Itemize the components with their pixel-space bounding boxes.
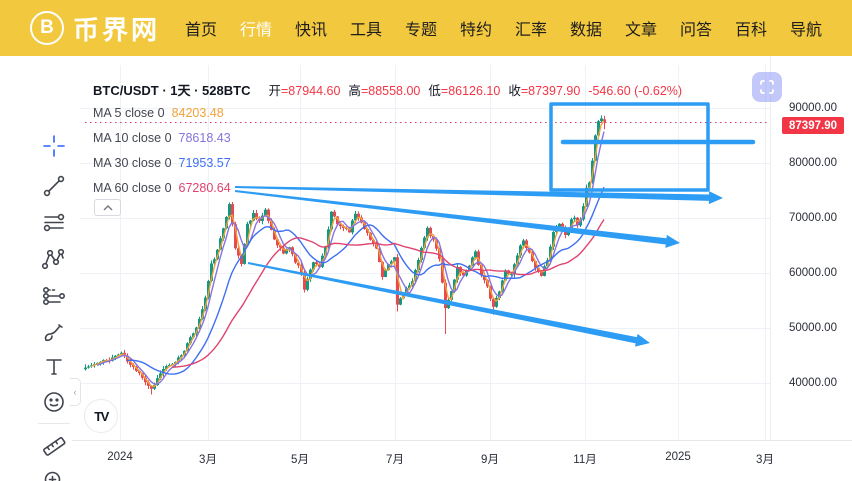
time-tick: 3月 <box>756 454 774 466</box>
high-value: =88558.00 <box>360 84 421 98</box>
trend-line-tool-icon[interactable] <box>39 171 69 201</box>
price-chart-canvas[interactable] <box>80 65 770 440</box>
price-axis[interactable]: 90000.00 80000.00 70000.00 60000.00 5000… <box>770 56 852 440</box>
bitcoin-logo-icon: B <box>30 11 64 45</box>
close-label: 收 <box>508 84 521 98</box>
toolbar-collapse-handle[interactable]: ‹ <box>70 378 81 406</box>
price-tick: 60000.00 <box>789 267 837 279</box>
time-axis[interactable]: 2024 3月 5月 7月 9月 11月 2025 3月 <box>72 440 852 481</box>
nav-item-news[interactable]: 快讯 <box>295 22 328 39</box>
measure-ruler-tool-icon[interactable] <box>39 431 69 461</box>
open-label: 开 <box>268 84 281 98</box>
ma30-value: 71953.57 <box>178 156 231 170</box>
ma60-label: MA 60 close 0 <box>93 181 172 195</box>
fullscreen-button[interactable] <box>752 72 782 102</box>
text-tool-icon[interactable] <box>39 352 69 382</box>
tradingview-logo[interactable]: TV <box>84 399 118 433</box>
open-value: =87944.60 <box>280 84 341 98</box>
ma10-label: MA 10 close 0 <box>93 131 172 145</box>
ma10-legend-row[interactable]: MA 10 close 0 78618.43 <box>93 131 231 145</box>
low-label: 低 <box>428 84 441 98</box>
toolbar-divider <box>38 423 70 424</box>
current-price-badge: 87397.90 <box>782 117 844 134</box>
ma5-legend-row[interactable]: MA 5 close 0 84203.48 <box>93 106 224 120</box>
nav-item-tools[interactable]: 工具 <box>350 22 383 39</box>
time-tick: 9月 <box>481 454 499 466</box>
nav-item-data[interactable]: 数据 <box>570 22 603 39</box>
price-tick: 90000.00 <box>789 102 837 114</box>
nav-item-topics[interactable]: 专题 <box>405 22 438 39</box>
ma5-label: MA 5 close 0 <box>93 106 165 120</box>
crosshair-tool-icon[interactable] <box>39 131 69 161</box>
top-nav: B 币界网 首页 行情 快讯 工具 专题 特约 汇率 数据 文章 问答 百科 导… <box>0 0 852 56</box>
drawing-toolbar <box>0 56 72 481</box>
time-tick: 2025 <box>665 451 691 463</box>
ma30-label: MA 30 close 0 <box>93 156 172 170</box>
time-tick: 3月 <box>199 454 217 466</box>
nav-item-directory[interactable]: 导航 <box>790 22 823 39</box>
price-tick: 50000.00 <box>789 322 837 334</box>
forecast-tool-icon[interactable] <box>39 281 69 311</box>
nav-menu: 首页 行情 快讯 工具 专题 特约 汇率 数据 文章 问答 百科 导航 <box>185 16 845 40</box>
price-tick: 70000.00 <box>789 212 837 224</box>
zoom-in-tool-icon[interactable] <box>39 466 69 481</box>
nav-item-featured[interactable]: 特约 <box>460 22 493 39</box>
brand-logo[interactable]: B 币界网 <box>30 10 160 47</box>
close-value: =87397.90 <box>520 84 581 98</box>
ma30-legend-row[interactable]: MA 30 close 0 71953.57 <box>93 156 231 170</box>
fib-retracement-tool-icon[interactable] <box>39 208 69 238</box>
time-tick: 11月 <box>573 454 597 466</box>
brand-name: 币界网 <box>73 14 161 45</box>
emoji-tool-icon[interactable] <box>39 387 69 417</box>
nav-item-qa[interactable]: 问答 <box>680 22 713 39</box>
ma60-legend-row[interactable]: MA 60 close 0 67280.64 <box>93 181 231 195</box>
price-tick: 40000.00 <box>789 377 837 389</box>
time-tick: 2024 <box>107 451 133 463</box>
nav-item-rates[interactable]: 汇率 <box>515 22 548 39</box>
time-tick: 7月 <box>386 454 404 466</box>
low-value: =86126.10 <box>440 84 501 98</box>
change-value: -546.60 (-0.62%) <box>588 84 683 98</box>
ma5-value: 84203.48 <box>171 106 224 120</box>
price-tick: 80000.00 <box>789 157 837 169</box>
nav-item-home[interactable]: 首页 <box>185 22 218 39</box>
nav-item-articles[interactable]: 文章 <box>625 22 658 39</box>
time-tick: 5月 <box>291 454 309 466</box>
ma10-value: 78618.43 <box>178 131 231 145</box>
nav-item-wiki[interactable]: 百科 <box>735 22 768 39</box>
chart-header: BTC/USDT · 1天 · 528BTC 开 =87944.60 高 =8855… <box>93 80 682 99</box>
symbol-title[interactable]: BTC/USDT · 1天 · 528BTC <box>93 83 251 98</box>
brush-tool-icon[interactable] <box>39 318 69 348</box>
xabcd-pattern-tool-icon[interactable] <box>39 244 69 274</box>
high-label: 高 <box>348 84 361 98</box>
legend-collapse-button[interactable] <box>94 199 121 216</box>
nav-item-markets[interactable]: 行情 <box>240 22 273 39</box>
ma60-value: 67280.64 <box>178 181 231 195</box>
